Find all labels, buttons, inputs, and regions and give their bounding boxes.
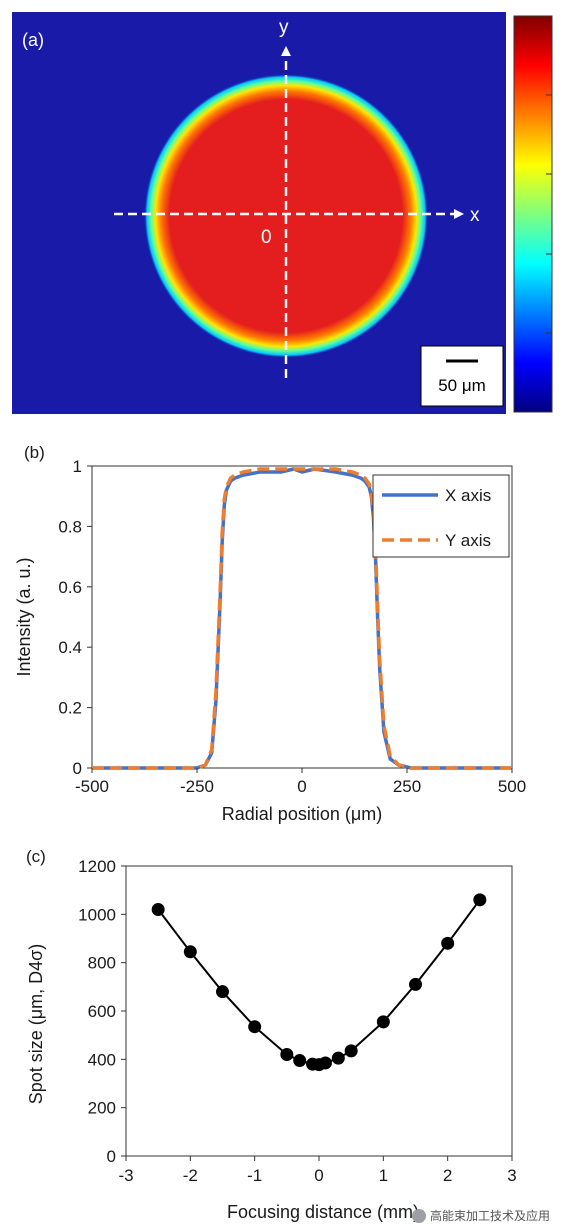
- y-tick-label-b: 0.8: [58, 517, 82, 536]
- panel-c-spot-size-chart: (c) 0 200 400 600 800 1000 1200 -3 -2 -1 0 1 2 3 Focu…: [26, 847, 517, 1222]
- spot-size-point: [280, 1048, 294, 1061]
- x-tick-label-c: 2: [443, 1166, 452, 1185]
- spot-size-point: [441, 936, 455, 950]
- spot-size-point: [151, 903, 165, 916]
- x-tick-label-b: 250: [393, 777, 421, 796]
- panel-a-label: (a): [22, 30, 44, 50]
- panel-a-beam-profile: (a) x y 0 50 μm: [12, 12, 553, 414]
- spot-size-point: [318, 1056, 332, 1070]
- y-axis-label: y: [279, 17, 289, 38]
- panel-b-label: (b): [24, 443, 45, 462]
- x-tick-label-c: -3: [118, 1166, 133, 1185]
- x-tick-label-c: 1: [379, 1166, 388, 1185]
- x-tick-label-b: 500: [498, 777, 526, 796]
- origin-label: 0: [261, 227, 272, 248]
- wechat-icon: [411, 1208, 426, 1223]
- y-tick-label-c: 1000: [78, 905, 116, 924]
- spot-size-point: [183, 945, 197, 959]
- y-axis-title-b: Intensity (a. u.): [14, 557, 34, 676]
- x-tick-label-c: 0: [314, 1166, 323, 1185]
- y-tick-label-c: 800: [88, 954, 116, 973]
- x-tick-label-b: -500: [75, 777, 109, 796]
- spot-size-line: [157, 899, 481, 1066]
- legend-label-x-axis: X axis: [445, 486, 491, 505]
- spot-size-point: [473, 893, 487, 907]
- spot-size-point: [293, 1054, 307, 1068]
- watermark: 高能束加工技术及应用: [411, 1207, 550, 1224]
- panel-b-intensity-chart: (b) 0 0.2 0.4 0.6 0.8 1 -500 -250 0 250 500 Radial…: [14, 443, 526, 824]
- x-tick-label-c: -2: [183, 1166, 198, 1185]
- spot-size-point: [344, 1044, 358, 1058]
- spot-size-point: [409, 977, 422, 991]
- y-tick-label-c: 600: [88, 1002, 116, 1021]
- x-axis-title-c: Focusing distance (mm): [227, 1202, 419, 1222]
- scale-bar: 50 μm: [420, 345, 504, 407]
- x-tick-label-b: -250: [180, 777, 214, 796]
- y-tick-label-c: 400: [88, 1050, 116, 1069]
- y-tick-label-b: 0.6: [58, 578, 82, 597]
- panel-c-label: (c): [26, 847, 46, 866]
- watermark-text: 高能束加工技术及应用: [429, 1209, 550, 1223]
- spot-size-point: [248, 1020, 262, 1034]
- y-tick-label-b: 0.4: [58, 638, 82, 657]
- series-line-y-axis: [92, 467, 512, 770]
- y-tick-label-b: 1: [73, 457, 82, 476]
- spot-size-point: [331, 1051, 345, 1065]
- x-axis-title-b: Radial position (μm): [222, 804, 382, 824]
- plot-frame-c: [125, 865, 513, 1157]
- x-tick-label-b: 0: [297, 777, 306, 796]
- y-tick-label-c: 1200: [78, 857, 116, 876]
- legend-label-y-axis: Y axis: [445, 531, 491, 550]
- legend-b: X axis Y axis: [372, 474, 510, 558]
- y-tick-label-c: 200: [88, 1099, 116, 1118]
- y-axis-title-c: Spot size (μm, D4σ): [26, 944, 46, 1105]
- spot-size-point: [216, 985, 229, 999]
- x-tick-label-c: 3: [507, 1166, 516, 1185]
- x-tick-label-c: -1: [247, 1166, 262, 1185]
- scale-bar-label: 50 μm: [438, 376, 486, 395]
- x-axis-label: x: [470, 205, 480, 226]
- colorbar: [513, 15, 553, 413]
- y-tick-label-b: 0.2: [58, 699, 82, 718]
- y-tick-label-b: 0: [73, 759, 82, 778]
- spot-size-point: [376, 1015, 390, 1029]
- y-tick-label-c: 0: [107, 1147, 116, 1166]
